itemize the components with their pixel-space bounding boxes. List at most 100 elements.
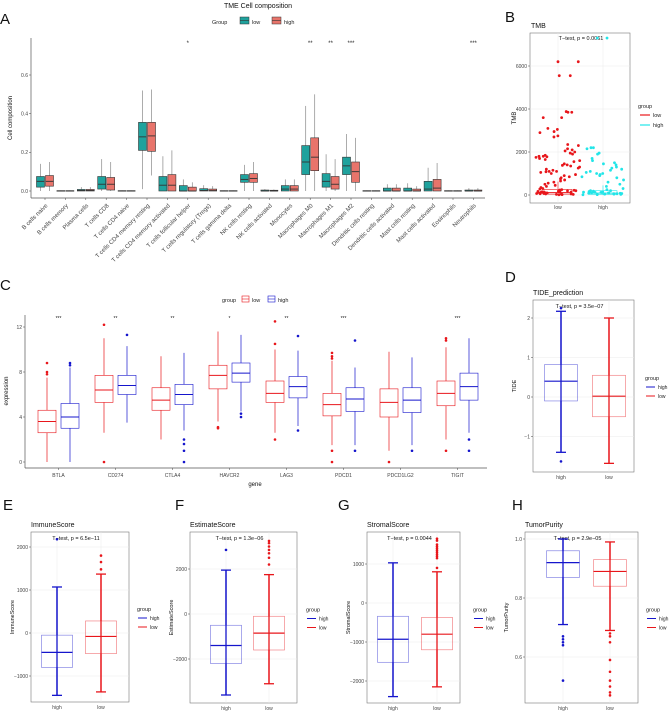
y-tick-label: 0 <box>19 460 22 466</box>
box <box>199 188 208 192</box>
x-tick-label: T cells CD4 naive <box>94 203 132 241</box>
box-low <box>342 133 351 191</box>
data-point <box>565 163 569 167</box>
box-high <box>402 357 422 446</box>
outlier-point <box>125 333 129 337</box>
box-high <box>249 162 258 191</box>
data-point <box>562 174 566 178</box>
y-tick-label: 0.8 <box>515 596 522 602</box>
chart-title: StromalScore <box>367 522 410 529</box>
data-point <box>538 157 541 160</box>
outlier-point <box>45 361 49 365</box>
y-tick-label: −1000 <box>350 640 364 646</box>
outlier-point <box>435 549 439 552</box>
y-axis-label: TumorPurity <box>504 602 510 632</box>
data-point <box>580 175 584 179</box>
box <box>345 387 365 412</box>
p-value-annotation: T−test, p = 6.5e−11 <box>52 536 99 542</box>
data-point <box>620 167 624 171</box>
significance-marker: * <box>187 41 190 47</box>
x-tick-label: high <box>221 706 231 711</box>
box-low <box>36 163 45 191</box>
outlier-point <box>608 679 612 682</box>
box-high <box>453 190 462 192</box>
box-high <box>459 338 479 433</box>
outlier-point <box>99 560 103 564</box>
outlier-point <box>559 460 563 463</box>
data-point <box>549 172 553 175</box>
box <box>97 176 106 190</box>
outlier-point <box>330 354 334 358</box>
box <box>280 185 290 192</box>
y-tick-label: −2000 <box>173 657 187 663</box>
box <box>106 177 115 191</box>
outlier-point <box>267 563 271 566</box>
legend-label: low <box>658 394 666 400</box>
y-tick-label: 1 <box>527 355 530 361</box>
data-point <box>539 171 543 174</box>
data-point <box>566 189 569 193</box>
data-point <box>534 155 538 159</box>
data-point <box>601 172 605 175</box>
x-tick-label: CTLA4 <box>165 473 181 479</box>
box-low <box>151 356 171 440</box>
data-point <box>540 190 544 194</box>
x-tick-label: high <box>388 706 398 711</box>
box <box>147 122 156 152</box>
panel-label: E <box>3 497 13 514</box>
y-tick-label: 12 <box>16 325 22 331</box>
chart-title: TMB <box>531 23 546 30</box>
y-tick-label: 0 <box>524 193 527 199</box>
chart-title: TumorPurity <box>525 522 563 529</box>
outlier-point <box>267 551 271 555</box>
box <box>208 364 228 390</box>
data-point <box>591 159 594 163</box>
y-axis-label: expression <box>4 376 10 405</box>
box-low <box>199 185 208 192</box>
data-point <box>538 187 542 191</box>
legend-label: low <box>150 625 158 631</box>
data-point <box>602 162 605 166</box>
data-point <box>556 134 560 138</box>
legend-label: low <box>252 20 260 26</box>
data-point <box>553 183 557 187</box>
data-point <box>566 110 570 114</box>
outlier-point <box>444 336 448 340</box>
data-point <box>541 116 545 119</box>
data-point <box>569 164 573 168</box>
legend-label: high <box>658 385 668 391</box>
outlier-point <box>273 438 277 441</box>
outlier-point <box>102 460 106 464</box>
outlier-point <box>559 306 563 310</box>
chart-title: EstimateScore <box>190 522 236 529</box>
box-low <box>444 190 453 192</box>
outlier-point <box>296 429 300 432</box>
x-tick-label: Macrophages M0 <box>278 203 315 240</box>
data-point <box>613 161 616 165</box>
box-low <box>265 349 285 433</box>
data-point <box>572 160 576 164</box>
outlier-point <box>444 339 448 342</box>
legend-label: high <box>486 617 496 623</box>
data-point <box>557 74 561 78</box>
data-point <box>572 188 576 192</box>
box-high <box>432 162 442 192</box>
box-high <box>289 179 299 192</box>
data-point <box>563 149 567 153</box>
x-tick-label: NK cells activated <box>236 203 274 241</box>
data-point <box>603 192 607 196</box>
outlier-point <box>273 342 277 346</box>
data-point <box>552 180 556 184</box>
y-tick-label: 0 <box>184 612 187 618</box>
data-point <box>576 144 580 147</box>
data-point <box>605 185 608 188</box>
box-high <box>174 352 194 431</box>
chart-title: ImmuneScore <box>31 522 75 529</box>
box-high <box>371 190 381 192</box>
outlier-point <box>330 460 334 464</box>
data-point <box>568 74 572 78</box>
box-high <box>106 162 115 191</box>
legend-label: high <box>278 298 288 304</box>
data-point <box>568 151 572 155</box>
x-tick-label: high <box>52 705 62 711</box>
